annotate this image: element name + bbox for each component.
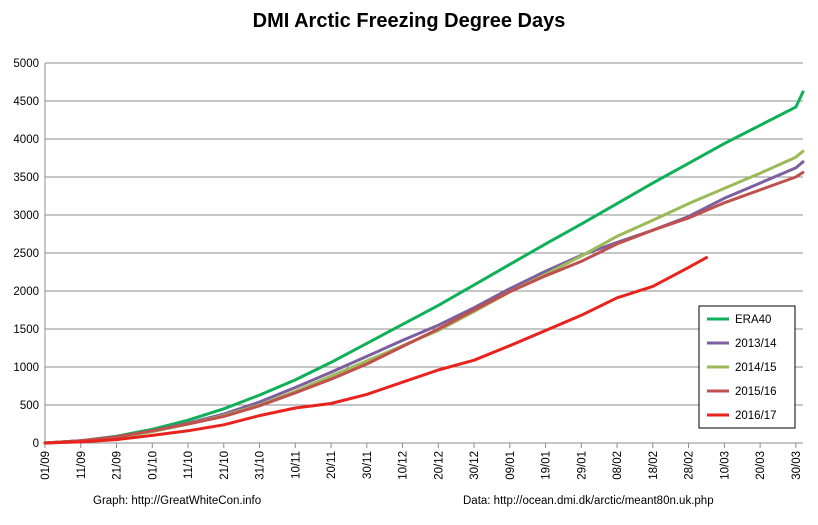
chart-title: DMI Arctic Freezing Degree Days xyxy=(253,10,566,32)
legend-label: 2016/17 xyxy=(735,410,777,422)
x-tick-label: 18/02 xyxy=(648,451,660,480)
y-axis-ticks: 0 500 1000 1500 2000 2500 3000 3500 4000 4500 5000 xyxy=(13,58,39,450)
y-tick-label: 4000 xyxy=(13,134,39,146)
series-line-2015-16 xyxy=(43,170,805,445)
series-line-2016-17 xyxy=(43,256,708,445)
y-tick-label: 0 xyxy=(33,438,39,450)
legend-label: 2014/15 xyxy=(735,362,777,374)
x-tick-label: 11/09 xyxy=(76,451,88,479)
legend-label: ERA40 xyxy=(735,314,771,326)
grid xyxy=(45,62,803,406)
x-tick-label: 21/09 xyxy=(112,451,124,480)
x-tick-label: 21/10 xyxy=(219,451,231,480)
x-tick-label: 20/12 xyxy=(433,451,445,480)
x-tick-label: 31/10 xyxy=(255,451,267,480)
x-tick-label: 10/03 xyxy=(719,451,731,480)
x-tick-label: 20/03 xyxy=(755,451,767,480)
x-tick-label: 30/12 xyxy=(469,451,481,480)
x-tick-label: 30/11 xyxy=(362,451,374,479)
y-tick-label: 1000 xyxy=(13,362,39,374)
x-tick-label: 01/10 xyxy=(147,451,159,480)
series-group xyxy=(43,90,805,445)
x-tick-label: 29/01 xyxy=(576,451,588,480)
series-line-ERA40 xyxy=(43,90,805,445)
x-tick-label: 28/02 xyxy=(684,451,696,480)
series-line-2014-15 xyxy=(43,149,805,445)
x-tick-label: 19/01 xyxy=(541,451,553,480)
footer-data-source: Data: http://ocean.dmi.dk/arctic/meant80… xyxy=(463,495,714,507)
y-tick-label: 2000 xyxy=(13,286,39,298)
y-tick-label: 3000 xyxy=(13,210,39,222)
x-tick-label: 20/11 xyxy=(326,451,338,479)
y-tick-label: 1500 xyxy=(13,324,39,336)
x-axis-ticks: 01/09 11/09 21/09 01/10 11/10 21/10 31/10 10/11… xyxy=(40,443,803,480)
x-tick-label: 10/12 xyxy=(398,451,410,480)
y-tick-label: 3500 xyxy=(13,172,39,184)
y-tick-label: 2500 xyxy=(13,248,39,260)
x-tick-label: 09/01 xyxy=(505,451,517,480)
axes xyxy=(44,63,803,444)
x-tick-label: 01/09 xyxy=(40,451,52,480)
footer-graph-credit: Graph: http://GreatWhiteCon.info xyxy=(93,495,261,507)
x-tick-label: 11/10 xyxy=(183,451,195,479)
x-tick-label: 10/11 xyxy=(290,451,302,479)
x-tick-label: 30/03 xyxy=(791,451,803,480)
x-tick-label: 08/02 xyxy=(612,451,624,480)
y-tick-label: 5000 xyxy=(13,58,39,70)
legend-label: 2013/14 xyxy=(735,338,777,350)
legend: ERA40 2013/14 2014/15 2015/16 2016/17 xyxy=(698,305,796,429)
legend-label: 2015/16 xyxy=(735,386,777,398)
y-tick-label: 4500 xyxy=(13,96,39,108)
y-tick-label: 500 xyxy=(20,400,39,412)
